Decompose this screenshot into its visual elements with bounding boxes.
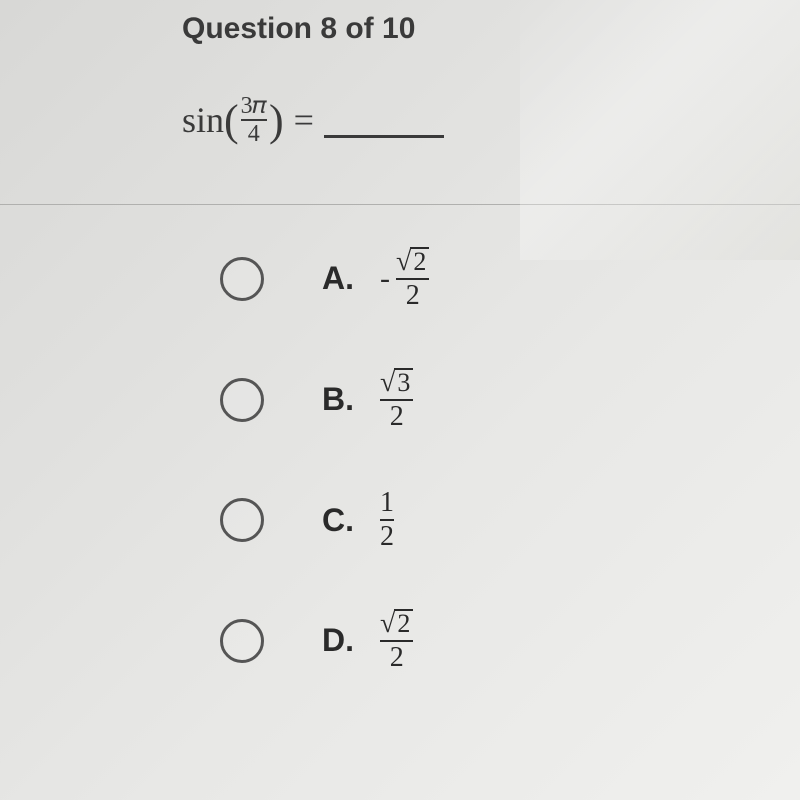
option-b-sqrt: √ 3: [380, 368, 413, 397]
radio-b[interactable]: [220, 378, 264, 422]
close-paren: ): [269, 95, 284, 146]
option-b-value: √ 3 2: [380, 368, 413, 431]
option-d-fraction: √ 2 2: [380, 609, 413, 672]
option-b-fraction: √ 3 2: [380, 368, 413, 431]
radio-d[interactable]: [220, 619, 264, 663]
sqrt-symbol: √: [380, 610, 395, 638]
option-a-value: - √ 2 2: [380, 247, 429, 310]
arg-denominator: 4: [248, 121, 260, 146]
option-c-letter: C.: [322, 502, 362, 539]
option-b-letter: B.: [322, 381, 362, 418]
function-name: sin: [182, 99, 224, 141]
question-body: sin ( 3𝜋 4 ) =: [0, 46, 800, 146]
option-a-sqrt: √ 2: [396, 247, 429, 276]
option-b[interactable]: B. √ 3 2: [220, 368, 800, 431]
option-c-value: 1 2: [380, 489, 394, 551]
option-c-fraction: 1 2: [380, 489, 394, 551]
options-list: A. - √ 2 2 B. √ 3: [0, 205, 800, 672]
option-b-den: 2: [390, 401, 404, 431]
option-b-num: √ 3: [380, 368, 413, 401]
radio-c[interactable]: [220, 498, 264, 542]
option-d-value: √ 2 2: [380, 609, 413, 672]
option-a-neg: -: [380, 262, 390, 296]
option-c[interactable]: C. 1 2: [220, 489, 800, 551]
option-c-num: 1: [380, 489, 394, 521]
option-a-fraction: √ 2 2: [396, 247, 429, 310]
option-d-den: 2: [390, 642, 404, 672]
option-a-den: 2: [406, 280, 420, 310]
radio-a[interactable]: [220, 257, 264, 301]
option-d-letter: D.: [322, 622, 362, 659]
open-paren: (: [224, 95, 239, 146]
option-a-radicand: 2: [410, 247, 429, 275]
option-b-radicand: 3: [394, 368, 413, 396]
option-c-den: 2: [380, 521, 394, 551]
arg-numerator: 3𝜋: [241, 94, 267, 121]
option-a-letter: A.: [322, 260, 362, 297]
answer-blank: [324, 110, 444, 138]
question-expression: sin ( 3𝜋 4 ) =: [182, 94, 800, 146]
sqrt-symbol: √: [396, 248, 411, 276]
equals-sign: =: [294, 99, 314, 141]
sqrt-symbol: √: [380, 369, 395, 397]
option-a[interactable]: A. - √ 2 2: [220, 247, 800, 310]
question-number: Question 8 of 10: [182, 12, 800, 46]
argument-fraction: 3𝜋 4: [241, 94, 267, 146]
option-a-num: √ 2: [396, 247, 429, 280]
option-d-num: √ 2: [380, 609, 413, 642]
question-header: Question 8 of 10: [0, 0, 800, 46]
option-d[interactable]: D. √ 2 2: [220, 609, 800, 672]
option-d-radicand: 2: [394, 609, 413, 637]
option-d-sqrt: √ 2: [380, 609, 413, 638]
